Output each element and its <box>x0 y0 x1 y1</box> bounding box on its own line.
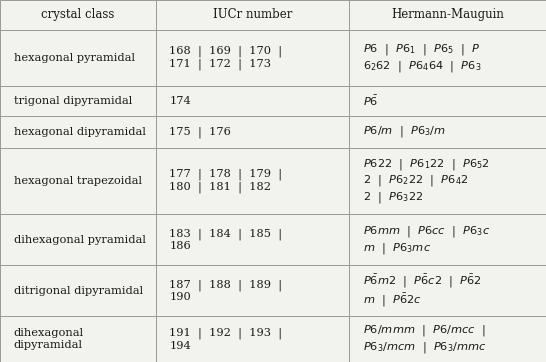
Text: hexagonal pyramidal: hexagonal pyramidal <box>14 53 135 63</box>
Text: crystal class: crystal class <box>41 8 115 21</box>
Text: $P6mm$  |  $P6cc$  |  $P6_3c$
$m$  |  $P6_3mc$: $P6mm$ | $P6cc$ | $P6_3c$ $m$ | $P6_3mc$ <box>363 224 490 256</box>
Text: $P622$  |  $P6_122$  |  $P6_52$
$2$  |  $P6_222$  |  $P6_42$
$2$  |  $P6_322$: $P622$ | $P6_122$ | $P6_52$ $2$ | $P6_22… <box>363 157 490 205</box>
Text: trigonal dipyramidal: trigonal dipyramidal <box>14 96 132 106</box>
Text: Hermann-Mauguin: Hermann-Mauguin <box>391 8 504 21</box>
Text: 174: 174 <box>169 96 191 106</box>
Text: IUCr number: IUCr number <box>213 8 292 21</box>
Text: ditrigonal dipyramidal: ditrigonal dipyramidal <box>14 286 143 296</box>
Text: $P6/mmm$  |  $P6/mcc$  |
$P6_3/mcm$  |  $P6_3/mmc$: $P6/mmm$ | $P6/mcc$ | $P6_3/mcm$ | $P6_3… <box>363 323 487 355</box>
Text: dihexagonal pyramidal: dihexagonal pyramidal <box>14 235 146 245</box>
Text: $P\bar{6}$: $P\bar{6}$ <box>363 94 378 108</box>
Text: 175  |  176: 175 | 176 <box>169 126 231 138</box>
Text: 177  |  178  |  179  |
180  |  181  |  182: 177 | 178 | 179 | 180 | 181 | 182 <box>169 169 282 193</box>
Text: 183  |  184  |  185  |
186: 183 | 184 | 185 | 186 <box>169 228 282 251</box>
Text: hexagonal trapezoidal: hexagonal trapezoidal <box>14 176 141 186</box>
Text: $P6/m$  |  $P6_3/m$: $P6/m$ | $P6_3/m$ <box>363 124 446 139</box>
Text: hexagonal dipyramidal: hexagonal dipyramidal <box>14 127 146 137</box>
Text: dihexagonal
dipyramidal: dihexagonal dipyramidal <box>14 328 84 350</box>
Text: 168  |  169  |  170  |
171  |  172  |  173: 168 | 169 | 170 | 171 | 172 | 173 <box>169 46 282 70</box>
Text: 191  |  192  |  193  |
194: 191 | 192 | 193 | 194 <box>169 328 282 351</box>
Text: $P\bar{6}m2$  |  $P\bar{6}c2$  |  $P\bar{6}2$
$m$  |  $P\bar{6}2c$: $P\bar{6}m2$ | $P\bar{6}c2$ | $P\bar{6}2… <box>363 272 482 309</box>
Text: $P6$  |  $P6_1$  |  $P6_5$  |  $P$
$6_262$  |  $P6_464$  |  $P6_3$: $P6$ | $P6_1$ | $P6_5$ | $P$ $6_262$ | $… <box>363 42 482 74</box>
Text: 187  |  188  |  189  |
190: 187 | 188 | 189 | 190 <box>169 279 282 302</box>
